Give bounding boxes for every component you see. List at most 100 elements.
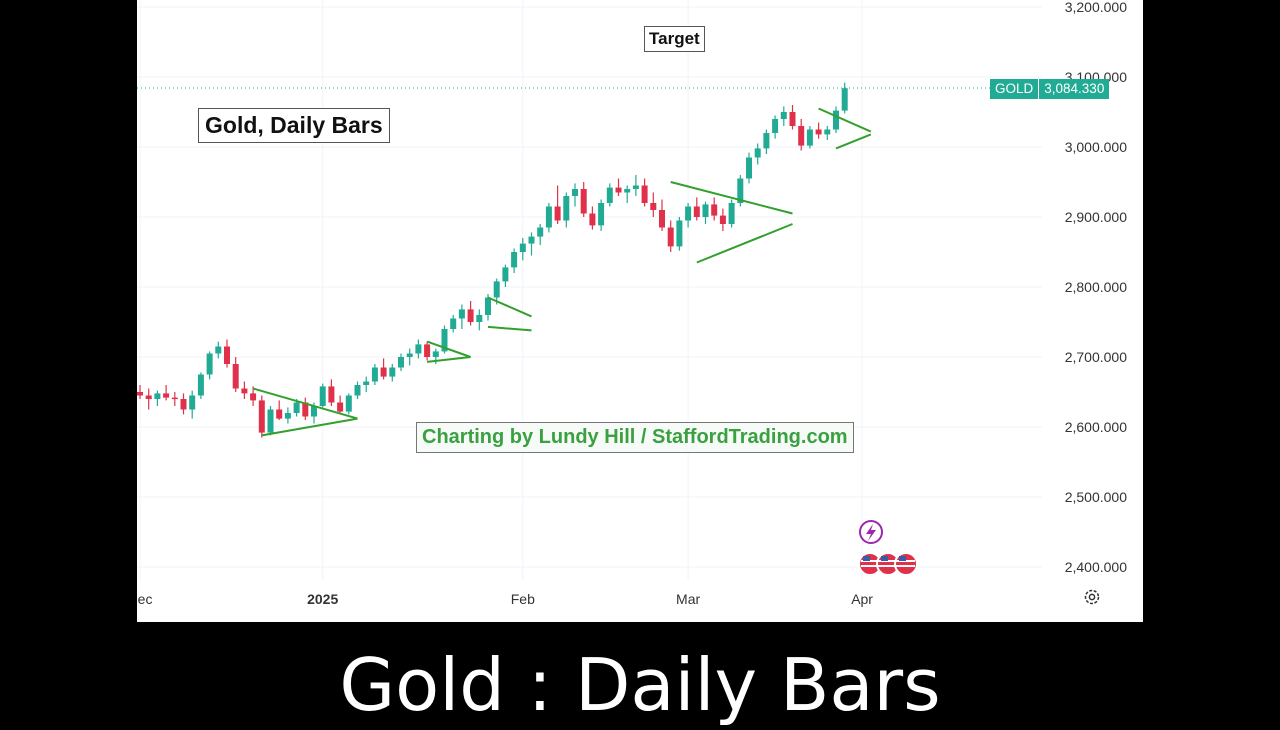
candle-body [215,346,222,354]
candle [215,341,222,359]
candle-body [502,267,509,282]
candle [493,278,500,305]
candle-body [833,110,839,130]
candle-body [615,187,622,193]
candle-body [763,133,770,149]
price-tag-symbol: GOLD [990,79,1039,99]
candle-body [746,157,752,179]
candle [728,199,735,228]
candle [563,192,570,228]
candle [154,390,161,406]
price-tag-value: 3,084.330 [1039,79,1110,99]
candle-body [798,126,805,146]
candle-body [398,357,404,368]
chart-title: Gold, Daily Bars [198,108,390,143]
candle-body [789,112,796,126]
candle-body [693,206,700,217]
candle-body [250,393,257,401]
candle-body [572,189,578,196]
candle-body [519,243,526,252]
candle [824,126,831,140]
candle [693,197,700,221]
triangle-trendline [426,356,471,363]
candle-body [467,309,474,322]
candle-body [485,297,491,315]
y-tick-label: 2,400.000 [1065,559,1127,575]
us-flag-icon[interactable] [858,552,918,576]
y-tick-label: 3,200.000 [1065,0,1127,15]
candle-body [685,206,692,221]
candle-body [206,353,213,375]
candle-body [232,364,239,389]
candle-body [380,367,387,377]
lightning-icon[interactable] [859,520,883,544]
candle [467,301,474,326]
last-price-tag: GOLD 3,084.330 [990,79,1110,99]
candle-body [145,395,152,399]
settings-icon[interactable] [1083,588,1101,606]
y-tick-label: 2,500.000 [1065,489,1127,505]
credit-annotation: Charting by Lundy Hill / StaffordTrading… [416,422,854,453]
candle-body [728,203,735,224]
candle [171,392,178,406]
candle [345,393,352,415]
candle [398,353,404,371]
candle [519,238,526,261]
candle [711,197,718,221]
candle [780,106,787,126]
candle [545,203,552,233]
candle-body [424,344,431,357]
candle [806,126,813,149]
candle-body [537,227,544,237]
candle [267,406,274,436]
candle-body [476,315,483,322]
candle [763,129,770,154]
candle [163,385,170,401]
candle-body [371,367,378,382]
candle-body [197,374,204,396]
candle [258,395,265,438]
x-tick-label: Apr [851,591,873,607]
candle [632,175,639,196]
candle [667,220,674,252]
candle [363,376,370,392]
candle [659,199,665,231]
candle [302,397,309,420]
candle-body [328,386,335,403]
candle-body [302,402,309,417]
x-tick-label: Feb [511,591,535,607]
candle [719,208,726,231]
candle-body [432,351,439,357]
triangle-trendline [426,340,471,358]
candle-body [363,381,370,385]
candle [650,192,657,217]
candle-body [528,236,535,244]
candle-body [606,187,613,203]
candle [554,185,561,224]
candle-body [580,189,587,214]
candle-body [676,220,683,247]
triangle-trendline [818,107,872,133]
candle [241,381,248,399]
candle [197,372,204,399]
x-tick-label: Dec [137,591,152,607]
candle [180,393,187,415]
candle [232,357,239,392]
candle [206,351,213,380]
candle [815,122,822,139]
candle-body [659,210,665,228]
candle [615,178,622,196]
y-tick-label: 2,900.000 [1065,209,1127,225]
candle [798,119,805,151]
candle [189,390,196,419]
candle [572,183,578,207]
candle [746,152,752,184]
candle-body [354,385,361,396]
candle-body [711,204,718,216]
candle [833,106,839,133]
candle [754,143,761,165]
event-markers[interactable] [855,519,925,581]
y-tick-label: 2,800.000 [1065,279,1127,295]
candle-body [293,402,300,413]
candle-body [241,388,248,394]
